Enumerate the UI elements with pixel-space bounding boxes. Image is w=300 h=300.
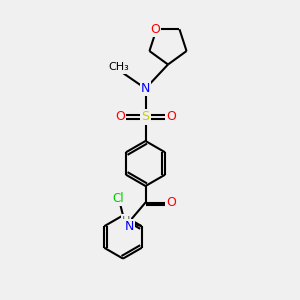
Text: O: O [150, 23, 160, 36]
Text: H: H [122, 215, 130, 226]
Text: Cl: Cl [113, 192, 124, 206]
Text: O: O [167, 196, 176, 209]
Text: N: N [124, 220, 134, 233]
Text: O: O [166, 110, 176, 124]
Text: O: O [115, 110, 125, 124]
Text: CH₃: CH₃ [108, 62, 129, 73]
Text: N: N [141, 82, 150, 95]
Text: S: S [142, 110, 149, 124]
